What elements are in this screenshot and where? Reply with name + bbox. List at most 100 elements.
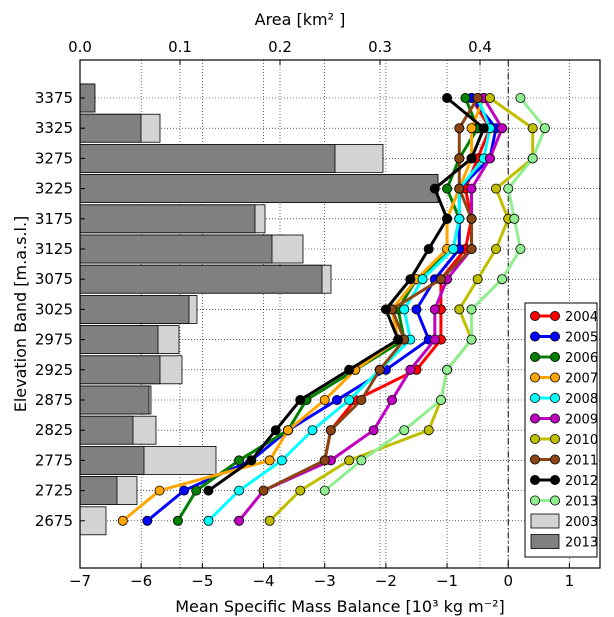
point-2006-2775 <box>234 455 245 466</box>
legend-marker-2007 <box>550 372 561 383</box>
x-tick-label: −3 <box>314 572 336 590</box>
y-tick-label: 3025 <box>35 300 73 318</box>
point-2013-2875 <box>435 394 446 405</box>
legend-marker-2013 <box>550 495 561 506</box>
y-axis-label: Elevation Band [m.a.s.l.] <box>11 216 30 413</box>
point-2008-2725 <box>234 485 245 496</box>
legend-label-2011: 2011 <box>565 454 598 469</box>
area-bar-2013-3175 <box>79 204 256 234</box>
x2-tick-label: 0.0 <box>68 38 92 56</box>
y-tick-label: 3075 <box>35 270 73 288</box>
legend-marker-2006 <box>550 351 561 362</box>
area-bar-2013-3275 <box>79 143 336 173</box>
point-2009-2925 <box>405 364 416 375</box>
x-tick-label: −7 <box>69 572 91 590</box>
y-tick-label: 3325 <box>35 119 73 137</box>
area-bar-2013-2725 <box>79 476 118 506</box>
point-2006-3225 <box>442 183 453 194</box>
area-bar-2013-2825 <box>79 415 134 445</box>
legend-marker-2010 <box>530 433 541 444</box>
point-2008-2775 <box>276 455 287 466</box>
point-2011-3175 <box>466 213 477 224</box>
legend-label-area-2013: 2013 <box>565 536 598 551</box>
legend-marker-2008 <box>550 392 561 403</box>
y-tick-label: 2725 <box>35 482 73 500</box>
mass-balance-series <box>117 93 550 526</box>
point-2013-3125 <box>515 243 526 254</box>
point-2005-2875 <box>331 394 342 405</box>
area-bar-2013-2925 <box>79 355 161 385</box>
point-2009-2675 <box>234 515 245 526</box>
point-2005-3025 <box>411 304 422 315</box>
point-2007-2875 <box>319 394 330 405</box>
point-2012-3125 <box>423 243 434 254</box>
area-bar-2013-3225 <box>79 174 439 204</box>
point-2007-2725 <box>154 485 165 496</box>
point-2010-3125 <box>490 243 501 254</box>
point-2011-3125 <box>466 243 477 254</box>
point-2013-3375 <box>515 93 526 104</box>
legend-label-2005: 2005 <box>565 331 598 346</box>
legend-label-2013: 2013 <box>565 495 598 510</box>
legend-marker-2009 <box>530 413 541 424</box>
y-tick-label: 3175 <box>35 210 73 228</box>
point-2010-3225 <box>490 183 501 194</box>
series-line-2013 <box>323 97 547 492</box>
point-2011-3275 <box>454 153 465 164</box>
point-2013-2925 <box>442 364 453 375</box>
y-tick-label: 2775 <box>35 451 73 469</box>
point-2012-3375 <box>442 93 453 104</box>
point-2007-3325 <box>466 123 477 134</box>
point-2012-3325 <box>478 123 489 134</box>
point-2012-2975 <box>393 334 404 345</box>
point-2008-2825 <box>307 425 318 436</box>
point-2012-3225 <box>429 183 440 194</box>
legend-label-2007: 2007 <box>565 372 598 387</box>
x-tick-label: −5 <box>191 572 213 590</box>
legend-marker-2013 <box>530 495 541 506</box>
point-2008-3025 <box>399 304 410 315</box>
point-2011-3325 <box>454 123 465 134</box>
legend-label-2009: 2009 <box>565 413 598 428</box>
point-2012-3275 <box>466 153 477 164</box>
y-tick-label: 2925 <box>35 361 73 379</box>
x-tick-label: −1 <box>436 572 458 590</box>
legend-marker-2011 <box>550 454 561 465</box>
y-tick-label: 2675 <box>35 512 73 530</box>
point-2010-3375 <box>484 93 495 104</box>
point-2012-2875 <box>295 394 306 405</box>
x-tick-label: −2 <box>375 572 397 590</box>
point-2010-3325 <box>527 123 538 134</box>
y-tick-label: 3125 <box>35 240 73 258</box>
point-2007-2675 <box>117 515 128 526</box>
area-bar-2013-3075 <box>79 264 323 294</box>
point-2012-2775 <box>246 455 257 466</box>
y-tick-label: 3375 <box>35 89 73 107</box>
area-bar-2013-3325 <box>79 113 142 143</box>
point-2009-2875 <box>386 394 397 405</box>
legend-marker-2012 <box>530 474 541 485</box>
area-bar-2013-2975 <box>79 325 159 355</box>
legend-marker-2005 <box>530 331 541 342</box>
point-2009-2975 <box>429 334 440 345</box>
x-tick-label: −6 <box>130 572 152 590</box>
point-2010-2725 <box>295 485 306 496</box>
top-axis-label: Area [km² ] <box>255 10 346 29</box>
x-tick-label: 1 <box>565 572 575 590</box>
legend-label-2006: 2006 <box>565 351 598 366</box>
point-2012-3075 <box>405 274 416 285</box>
point-2006-3375 <box>460 93 471 104</box>
point-2009-3325 <box>497 123 508 134</box>
legend-swatch-area-2013 <box>530 534 560 549</box>
legend-marker-2005 <box>550 331 561 342</box>
point-2013-2825 <box>399 425 410 436</box>
x2-tick-label: 0.2 <box>268 38 292 56</box>
point-2009-2825 <box>368 425 379 436</box>
legend-marker-2011 <box>530 454 541 465</box>
y-tick-label: 3275 <box>35 149 73 167</box>
point-2013-3025 <box>466 304 477 315</box>
x-tick-label: 0 <box>503 572 513 590</box>
point-2013-3225 <box>503 183 514 194</box>
point-2006-2675 <box>172 515 183 526</box>
